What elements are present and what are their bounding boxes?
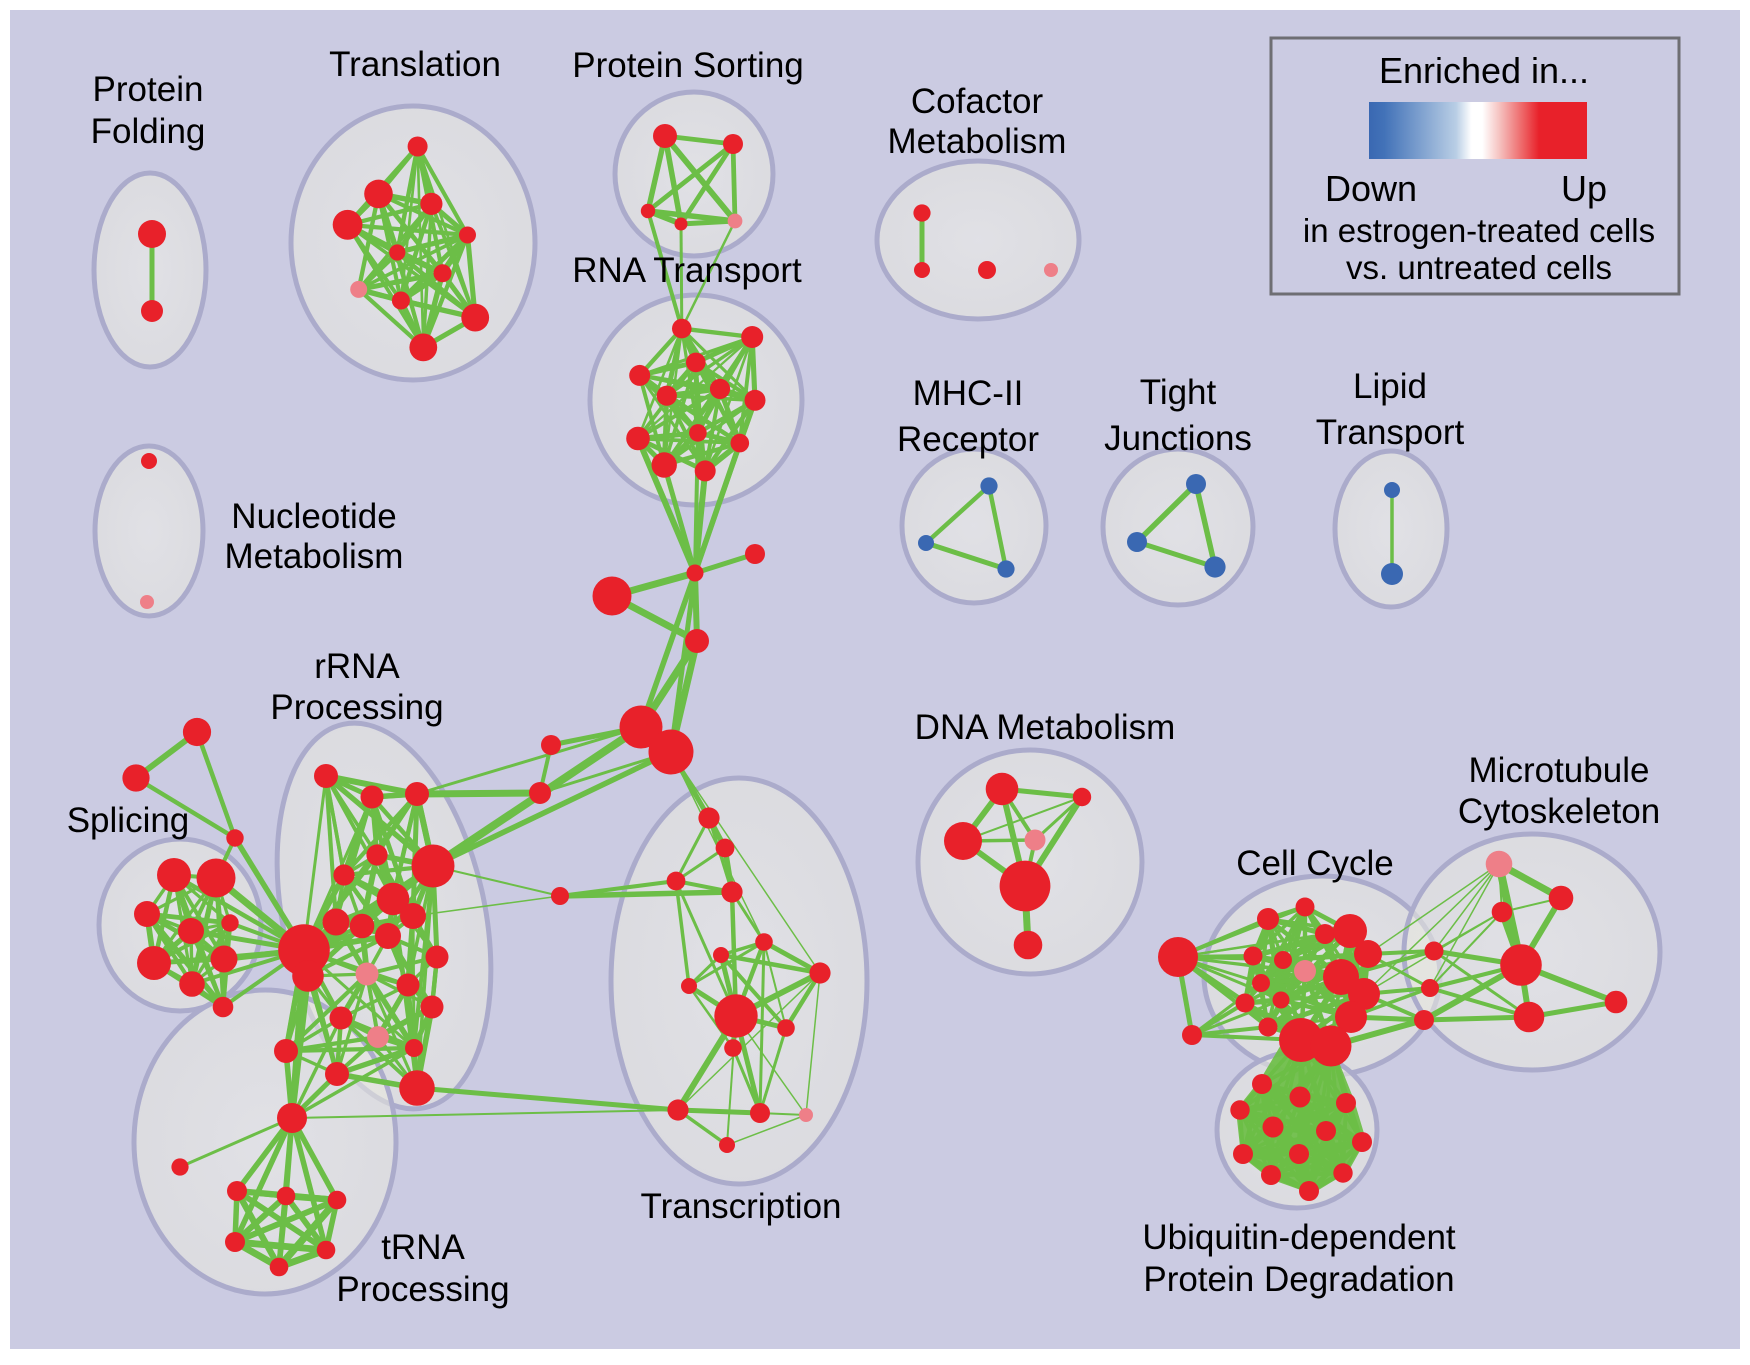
svg-text:Metabolism: Metabolism: [888, 122, 1067, 161]
svg-text:Translation: Translation: [329, 45, 501, 84]
svg-text:MHC-II: MHC-II: [913, 374, 1024, 413]
svg-text:Tight: Tight: [1140, 373, 1217, 412]
svg-text:Ubiquitin-dependent: Ubiquitin-dependent: [1142, 1218, 1456, 1257]
svg-text:Up: Up: [1561, 168, 1607, 209]
svg-text:Cofactor: Cofactor: [911, 82, 1044, 121]
svg-text:Transcription: Transcription: [641, 1187, 842, 1226]
svg-text:Protein Degradation: Protein Degradation: [1143, 1260, 1454, 1299]
svg-text:Microtubule: Microtubule: [1469, 751, 1650, 790]
svg-text:DNA Metabolism: DNA Metabolism: [915, 708, 1176, 747]
svg-text:Receptor: Receptor: [897, 420, 1039, 459]
svg-text:Lipid: Lipid: [1353, 367, 1427, 406]
svg-text:Splicing: Splicing: [67, 801, 190, 840]
svg-text:in estrogen-treated cells: in estrogen-treated cells: [1303, 212, 1655, 249]
svg-text:Junctions: Junctions: [1104, 419, 1252, 458]
svg-text:tRNA: tRNA: [381, 1228, 465, 1267]
svg-text:Transport: Transport: [1316, 413, 1465, 452]
svg-text:Down: Down: [1325, 168, 1417, 209]
svg-text:Folding: Folding: [91, 112, 206, 151]
svg-text:Cytoskeleton: Cytoskeleton: [1458, 792, 1660, 831]
svg-text:rRNA: rRNA: [314, 647, 400, 686]
svg-text:Protein Sorting: Protein Sorting: [572, 46, 804, 85]
svg-text:Protein: Protein: [93, 70, 204, 109]
svg-text:Cell Cycle: Cell Cycle: [1236, 844, 1394, 883]
svg-text:Nucleotide: Nucleotide: [231, 497, 396, 536]
svg-text:Processing: Processing: [270, 688, 443, 727]
svg-text:vs. untreated cells: vs. untreated cells: [1346, 249, 1612, 286]
svg-text:Processing: Processing: [336, 1270, 509, 1309]
svg-text:RNA Transport: RNA Transport: [572, 251, 802, 290]
svg-text:Enriched in...: Enriched in...: [1379, 50, 1589, 91]
svg-text:Metabolism: Metabolism: [225, 537, 404, 576]
